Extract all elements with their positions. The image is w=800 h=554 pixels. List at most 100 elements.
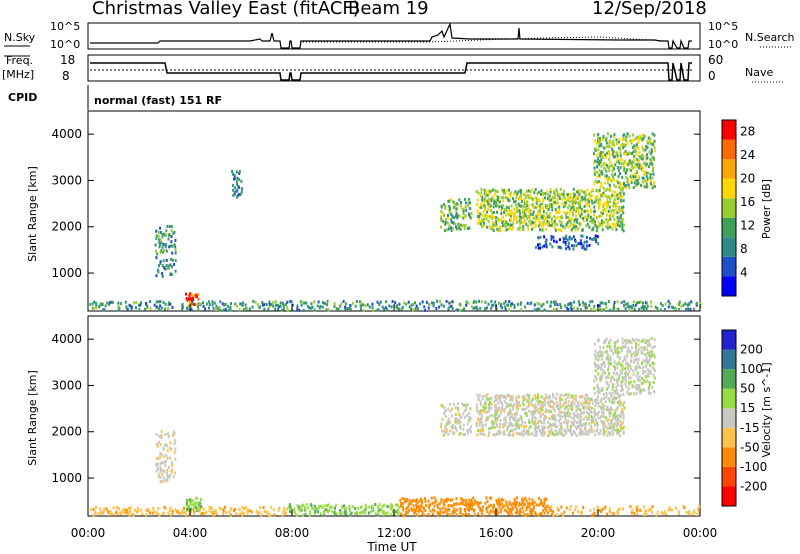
scatter-cell [467, 428, 470, 432]
scatter-cell [217, 306, 220, 310]
scatter-cell [148, 300, 151, 304]
scatter-cell [348, 306, 351, 310]
scatter-cell [541, 404, 544, 408]
scatter-cell [296, 307, 299, 311]
scatter-cell [665, 512, 668, 516]
scatter-cell [156, 268, 159, 272]
scatter-cell [313, 511, 316, 515]
scatter-cell [613, 194, 616, 198]
scatter-cell [571, 394, 574, 398]
scatter-cell [677, 302, 680, 306]
scatter-cell [601, 387, 604, 391]
scatter-cell [608, 139, 611, 143]
scatter-cell [164, 433, 167, 437]
scatter-cell [594, 357, 597, 361]
scatter-cell [282, 304, 285, 308]
scatter-cell [601, 351, 604, 355]
scatter-cell [444, 426, 447, 430]
scatter-cell [195, 505, 198, 509]
scatter-cell [282, 307, 285, 311]
scatter-cell [621, 348, 624, 352]
scatter-cell [509, 217, 512, 221]
scatter-cell [540, 432, 543, 436]
colorbar-tick-label: 100 [740, 362, 763, 376]
scatter-cell [621, 376, 624, 380]
scatter-cell [461, 208, 464, 212]
scatter-cell [522, 224, 525, 228]
scatter-cell [570, 415, 573, 419]
scatter-cell [637, 136, 640, 140]
scatter-cell [578, 431, 581, 435]
scatter-cell [653, 139, 656, 143]
scatter-cell [585, 401, 588, 405]
scatter-cell [403, 497, 406, 501]
scatter-cell [637, 357, 640, 361]
scatter-cell [471, 305, 474, 309]
scatter-cell [159, 242, 162, 246]
scatter-cell [208, 306, 211, 310]
scatter-cell [641, 381, 644, 385]
scatter-cell [371, 504, 374, 508]
scatter-cell [505, 402, 508, 406]
scatter-cell [638, 163, 641, 167]
scatter-cell [517, 227, 520, 231]
scatter-cell [525, 411, 528, 415]
scatter-cell [627, 159, 630, 163]
scatter-cell [173, 243, 176, 247]
scatter-cell [512, 403, 515, 407]
scatter-cell [587, 416, 590, 420]
scatter-cell [218, 506, 221, 510]
scatter-cell [585, 240, 588, 244]
scatter-cell [444, 206, 447, 210]
scatter-cell [155, 256, 158, 260]
scatter-cell [538, 503, 541, 507]
scatter-cell [483, 221, 486, 225]
scatter-cell [644, 364, 647, 368]
scatter-cell [549, 198, 552, 202]
scatter-cell [608, 141, 611, 145]
scatter-cell [492, 424, 495, 428]
nave-label: Nave [745, 66, 773, 79]
scatter-cell [505, 228, 508, 232]
scatter-cell [580, 215, 583, 219]
scatter-cell [605, 156, 608, 160]
scatter-cell [501, 188, 504, 192]
scatter-cell [543, 244, 546, 248]
scatter-cell [423, 507, 426, 511]
scatter-cell [166, 224, 169, 228]
scatter-cell [606, 178, 609, 182]
scatter-cell [479, 400, 482, 404]
scatter-cell [613, 422, 616, 426]
scatter-cell [619, 424, 622, 428]
scatter-cell [468, 419, 471, 423]
scatter-cell [603, 350, 606, 354]
scatter-cell [169, 473, 172, 477]
scatter-cell [626, 367, 629, 371]
scatter-cell [222, 508, 225, 512]
scatter-cell [165, 233, 168, 237]
scatter-cell [597, 411, 600, 415]
scatter-cell [499, 229, 502, 233]
scatter-cell [364, 511, 367, 515]
scatter-cell [451, 226, 454, 230]
scatter-cell [582, 401, 585, 405]
scatter-cell [596, 505, 599, 509]
scatter-cell [605, 305, 608, 309]
scatter-cell [606, 512, 609, 516]
scatter-cell [340, 302, 343, 306]
scatter-cell [527, 207, 530, 211]
scatter-cell [417, 505, 420, 509]
scatter-cell [504, 228, 507, 232]
scatter-cell [613, 217, 616, 221]
scatter-cell [117, 304, 120, 308]
scatter-cell [526, 301, 529, 305]
scatter-cell [528, 397, 531, 401]
scatter-cell [600, 158, 603, 162]
scatter-cell [214, 308, 217, 312]
scatter-cell [487, 407, 490, 411]
scatter-cell [641, 145, 644, 149]
scatter-cell [625, 170, 628, 174]
colorbar-swatch [722, 198, 736, 218]
scatter-cell [443, 213, 446, 217]
